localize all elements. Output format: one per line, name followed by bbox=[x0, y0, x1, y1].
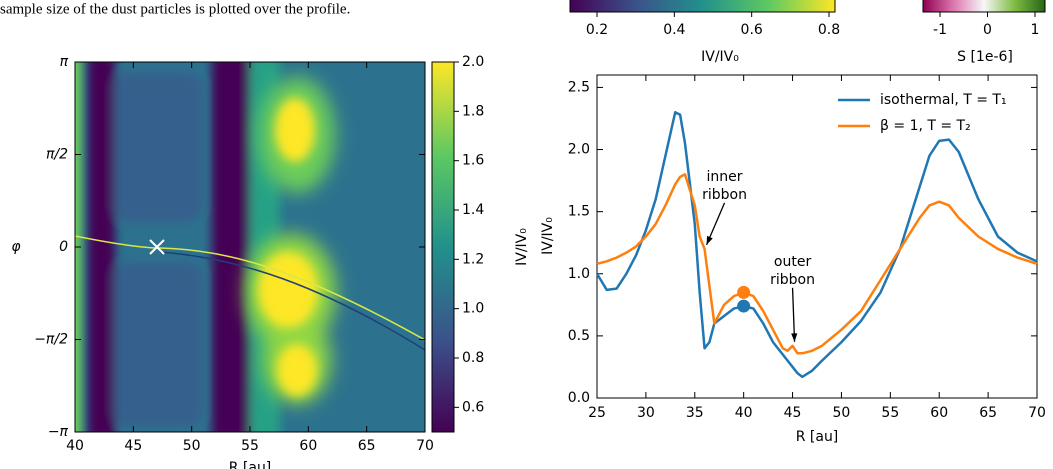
x-axis-label: R [au] bbox=[229, 460, 272, 469]
colorbar-tick-label: 0.8 bbox=[462, 350, 484, 366]
x-tick-label: 65 bbox=[358, 438, 376, 454]
marker bbox=[737, 299, 751, 313]
colorbar bbox=[431, 61, 455, 433]
colorbar-tick-label: 0.6 bbox=[462, 399, 484, 415]
x-tick-label: 60 bbox=[299, 438, 317, 454]
x-tick-label: 70 bbox=[416, 438, 434, 454]
y-axis-label: IV/IV₀ bbox=[540, 217, 556, 255]
colorbar-tick-label: 0.4 bbox=[663, 22, 685, 38]
heatmap-image bbox=[75, 62, 425, 432]
x-tick-label: 30 bbox=[637, 405, 655, 421]
colorbar-tick-label: 1.4 bbox=[462, 202, 484, 218]
y-tick-label: 0 bbox=[59, 239, 68, 255]
colorbar-tick-label: 0.8 bbox=[818, 22, 840, 38]
y-tick-label: −π/2 bbox=[34, 332, 68, 348]
y-tick-label: 2.5 bbox=[568, 79, 590, 95]
y-tick-label: 0.5 bbox=[568, 328, 590, 344]
colorbar-tick-label: 1.6 bbox=[462, 153, 484, 169]
colorbar-tick-label: 1.8 bbox=[462, 103, 484, 119]
line bbox=[596, 173, 1038, 355]
y-tick-label: 2.0 bbox=[568, 142, 590, 158]
annotation: outer bbox=[774, 254, 812, 270]
annotation: inner bbox=[707, 169, 743, 185]
colorbar-tick-label: 1.2 bbox=[462, 251, 484, 267]
colorbar-tick-label: 2.0 bbox=[462, 54, 484, 70]
x-tick-label: 50 bbox=[833, 405, 851, 421]
x-tick-label: 35 bbox=[686, 405, 704, 421]
x-tick-label: 40 bbox=[735, 405, 753, 421]
x-tick-label: 25 bbox=[588, 405, 606, 421]
colorbar-tick-label: 1 bbox=[1031, 22, 1040, 38]
x-axis-label: R [au] bbox=[796, 429, 839, 445]
legend-label: isothermal, T = T₁ bbox=[880, 92, 1007, 108]
arrow-head bbox=[791, 333, 798, 342]
annotation: ribbon bbox=[702, 187, 747, 203]
colorbar bbox=[922, 0, 1046, 13]
colorbar-label: S [1e-6] bbox=[957, 49, 1013, 65]
x-tick-label: 55 bbox=[241, 438, 259, 454]
line bbox=[595, 111, 1038, 379]
colorbar-tick-label: 0 bbox=[983, 22, 992, 38]
colorbar-tick-label: -1 bbox=[933, 22, 947, 38]
caption: sample size of the dust particles is plo… bbox=[0, 1, 350, 17]
x-marker bbox=[149, 239, 165, 255]
y-tick-label: π bbox=[60, 54, 69, 70]
plot-frame bbox=[596, 74, 1038, 399]
x-tick-label: 45 bbox=[124, 438, 142, 454]
y-tick-label: 1.5 bbox=[568, 204, 590, 220]
x-tick-label: 65 bbox=[979, 405, 997, 421]
colorbar-label: IV/IV₀ bbox=[514, 228, 530, 266]
colorbar bbox=[569, 0, 836, 13]
x-tick-label: 60 bbox=[930, 405, 948, 421]
x-tick-label: 45 bbox=[784, 405, 802, 421]
colorbar-tick-label: 0.2 bbox=[586, 22, 608, 38]
legend-label: β = 1, T = T₂ bbox=[880, 118, 971, 134]
y-axis-label: φ bbox=[11, 239, 21, 255]
y-tick-label: π/2 bbox=[46, 147, 68, 163]
colorbar-label: IV/IV₀ bbox=[701, 49, 739, 65]
arrow-head bbox=[706, 235, 713, 245]
y-tick-label: −π bbox=[48, 424, 69, 440]
annotation-arrow bbox=[791, 287, 796, 342]
x-tick-label: 55 bbox=[881, 405, 899, 421]
x-tick-label: 50 bbox=[183, 438, 201, 454]
annotation: ribbon bbox=[770, 272, 815, 288]
x-tick-label: 70 bbox=[1028, 405, 1046, 421]
y-tick-label: 0.0 bbox=[568, 390, 590, 406]
colorbar-tick-label: 0.6 bbox=[741, 22, 763, 38]
marker bbox=[737, 285, 751, 299]
colorbar-tick-label: 1.0 bbox=[462, 301, 484, 317]
y-tick-label: 1.0 bbox=[568, 266, 590, 282]
x-tick-label: 40 bbox=[66, 438, 84, 454]
